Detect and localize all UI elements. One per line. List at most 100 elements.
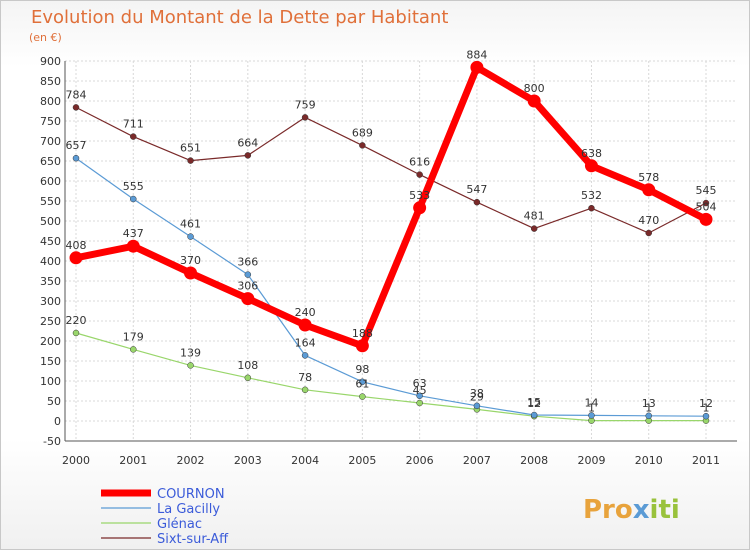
y-tick-label: 400 bbox=[40, 255, 61, 268]
data-point bbox=[359, 378, 366, 386]
data-point bbox=[584, 159, 598, 173]
data-label: 470 bbox=[638, 214, 659, 227]
data-label: 759 bbox=[295, 98, 316, 111]
data-point bbox=[301, 352, 309, 359]
x-tick-label: 2006 bbox=[406, 454, 434, 467]
data-point bbox=[416, 171, 423, 178]
data-label: 29 bbox=[470, 390, 484, 403]
data-point bbox=[702, 412, 710, 420]
x-tick-label: 2003 bbox=[234, 454, 262, 467]
data-label: 366 bbox=[237, 256, 258, 269]
data-point bbox=[588, 204, 595, 212]
data-point bbox=[298, 318, 312, 332]
data-label: 240 bbox=[295, 306, 316, 319]
y-tick-label: 700 bbox=[40, 135, 61, 148]
data-point bbox=[416, 392, 423, 400]
data-label: 578 bbox=[638, 171, 659, 184]
data-label: 638 bbox=[581, 147, 602, 160]
data-label: 884 bbox=[466, 48, 487, 61]
y-tick-label: 100 bbox=[40, 375, 61, 388]
series-group: 784 711 651 664 759 689 616 547 481 532 470 545 220 1… bbox=[66, 48, 717, 424]
series-line-2 bbox=[75, 332, 706, 422]
legend-label-3: Sixt-sur-Aff bbox=[157, 532, 229, 547]
data-label: 1 bbox=[703, 402, 710, 415]
data-label: 481 bbox=[524, 210, 545, 223]
x-tick-label: 2002 bbox=[177, 454, 205, 467]
data-label: 547 bbox=[466, 183, 487, 196]
data-label: 108 bbox=[237, 359, 258, 372]
x-tick-label: 2009 bbox=[577, 454, 605, 467]
data-point bbox=[187, 362, 194, 369]
data-point bbox=[470, 60, 484, 74]
data-label: 370 bbox=[180, 254, 201, 267]
data-point bbox=[72, 104, 80, 111]
data-point bbox=[184, 266, 198, 280]
data-label: 689 bbox=[352, 126, 373, 139]
data-label: 1 bbox=[588, 402, 595, 415]
x-tick-label: 2011 bbox=[692, 454, 720, 467]
data-point bbox=[244, 152, 252, 159]
data-point bbox=[130, 195, 137, 203]
data-label: 179 bbox=[123, 330, 144, 343]
data-label: 306 bbox=[237, 280, 258, 293]
y-tick-label: 300 bbox=[40, 295, 61, 308]
data-point bbox=[699, 212, 713, 226]
data-label: 408 bbox=[66, 239, 87, 252]
data-point bbox=[588, 412, 595, 419]
data-point bbox=[72, 329, 80, 337]
proxiti-logo: Proxiti bbox=[583, 495, 680, 525]
data-label: 38 bbox=[470, 387, 484, 400]
data-label: 437 bbox=[123, 227, 144, 240]
data-label: 15 bbox=[527, 396, 541, 409]
chart-subtitle: (en €) bbox=[29, 31, 62, 44]
data-label: 63 bbox=[413, 377, 427, 390]
data-label: 533 bbox=[409, 189, 430, 202]
y-tick-label: 650 bbox=[40, 155, 61, 168]
data-label: 555 bbox=[123, 180, 144, 193]
y-tick-label: 800 bbox=[40, 95, 61, 108]
data-point bbox=[187, 157, 194, 164]
series-line-3 bbox=[75, 106, 707, 234]
data-point bbox=[642, 183, 656, 197]
data-point bbox=[359, 393, 366, 400]
x-tick-label: 2001 bbox=[119, 454, 147, 467]
y-tick-label: 50 bbox=[47, 395, 61, 408]
data-label: 14 bbox=[584, 396, 598, 409]
data-point bbox=[413, 201, 427, 215]
data-label: 664 bbox=[237, 136, 258, 149]
y-tick-label: -50 bbox=[43, 435, 61, 448]
data-point bbox=[355, 339, 369, 353]
data-point bbox=[527, 94, 541, 108]
data-label: 188 bbox=[352, 327, 373, 340]
data-label: 12 bbox=[699, 397, 713, 410]
svg-text:Proxiti: Proxiti bbox=[583, 495, 680, 525]
x-tick-label: 2008 bbox=[520, 454, 548, 467]
data-point bbox=[645, 412, 652, 420]
data-label: 532 bbox=[581, 189, 602, 202]
data-label: 164 bbox=[295, 336, 316, 349]
y-tick-label: 450 bbox=[40, 235, 61, 248]
x-tick-label: 2010 bbox=[635, 454, 663, 467]
data-point bbox=[473, 198, 481, 206]
x-tick-label: 2000 bbox=[62, 454, 90, 467]
data-label: 784 bbox=[66, 88, 87, 101]
data-label: 711 bbox=[123, 118, 144, 131]
legend-label-0: COURNON bbox=[157, 487, 225, 502]
y-tick-label: 0 bbox=[54, 415, 61, 428]
x-tick-label: 2004 bbox=[291, 454, 319, 467]
data-point bbox=[702, 199, 710, 207]
y-tick-label: 900 bbox=[40, 55, 61, 68]
data-point bbox=[530, 411, 538, 419]
data-label: 504 bbox=[696, 200, 717, 213]
data-point bbox=[530, 225, 538, 232]
data-point bbox=[72, 154, 80, 162]
data-point bbox=[301, 114, 309, 121]
y-tick-label: 850 bbox=[40, 75, 61, 88]
data-point bbox=[130, 346, 137, 353]
data-point bbox=[416, 399, 423, 407]
y-tick-label: 250 bbox=[40, 315, 61, 328]
data-label: 800 bbox=[524, 82, 545, 95]
